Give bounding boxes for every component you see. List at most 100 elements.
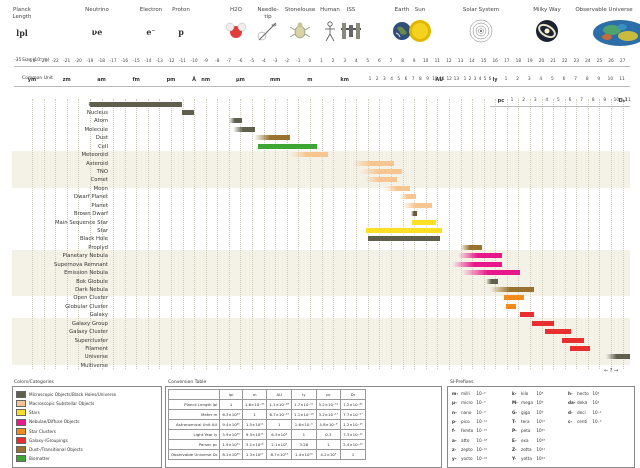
size-axis-min: -35 — [14, 58, 22, 63]
size-tick-label: -16 — [121, 59, 129, 64]
size-tick-label: -5 — [249, 59, 255, 64]
grid-line — [472, 99, 473, 369]
unit-tick-label: 11 — [625, 98, 631, 103]
unit-tick-label: 5 — [557, 98, 560, 103]
size-tick-label: -7 — [226, 59, 232, 64]
legend-label: Nebulae/Diffuse Objects — [29, 419, 80, 425]
si-part: 10⁻³ — [475, 391, 486, 396]
size-tick-label: 3 — [343, 59, 347, 64]
object-label-dwarf-planet: Dwarf Planet — [74, 194, 108, 201]
size-bar — [402, 202, 432, 208]
si-part: da- — [568, 400, 576, 406]
unit-tick-label: 2 — [522, 98, 525, 103]
si-prefix: µ-micro 10⁻⁶ — [452, 400, 486, 405]
grid-line — [437, 99, 439, 369]
conversion-cell: 6.3×10³⁴ — [219, 409, 243, 420]
grid-line — [344, 99, 346, 369]
unit-label: µm — [235, 77, 245, 83]
si-prefix: d-deci 10⁻¹ — [568, 410, 602, 415]
si-part: T- — [512, 418, 516, 424]
si-prefix: Z-zetta 10²¹ — [512, 447, 545, 452]
si-part: centi — [577, 418, 588, 424]
size-bar — [182, 109, 194, 115]
si-prefix: E-exa 10¹⁸ — [512, 438, 545, 443]
size-bar — [532, 320, 554, 326]
size-tick-label: 17 — [504, 59, 510, 64]
conversion-cell: 6.3×10⁴ — [266, 429, 293, 440]
object-label-planetary-nebula: Planetary Nebula — [62, 253, 108, 260]
unit-tick-label: 2 — [468, 77, 472, 82]
conversion-cell: Observable Universe D₀ — [167, 449, 221, 460]
legend-box — [12, 386, 162, 468]
legend-swatch — [16, 409, 26, 417]
size-bar — [504, 295, 524, 301]
size-tick-label: 9 — [412, 59, 416, 64]
conversion-cell: 6.7×10⁻¹² — [266, 409, 293, 420]
conversion-cell: 4.2×10⁹ — [315, 449, 342, 460]
grid-line — [159, 99, 161, 369]
grid-line — [414, 99, 416, 369]
unit-tick-label: 10 — [432, 77, 438, 82]
size-tick-label: -6 — [238, 59, 243, 64]
unit-tick-label: 7 — [580, 98, 583, 103]
grid-line — [205, 99, 207, 369]
si-prefix: a-atto 10⁻¹⁸ — [452, 438, 487, 443]
conversion-cell: 3.1×10¹⁶ — [241, 439, 268, 450]
si-part: milli — [461, 391, 470, 396]
legend-label: Stars — [29, 410, 40, 416]
grid-line — [402, 99, 404, 369]
size-tick-label: -14 — [144, 59, 152, 64]
unit-tick-label: 3 — [527, 77, 531, 82]
si-part: zetta — [521, 446, 532, 452]
conversion-cell: 1.9×10⁵¹ — [219, 439, 243, 450]
conversion-title: Conversion Table — [168, 380, 207, 385]
size-tick-label: 5 — [366, 59, 370, 64]
grid-line — [309, 99, 311, 369]
si-part: 10²¹ — [535, 446, 546, 452]
grid-line — [136, 99, 138, 369]
si-part: p- — [452, 418, 457, 424]
conversion-cell: 1.1×10⁻⁴⁶ — [266, 399, 293, 410]
si-prefix: M-mega 10⁶ — [512, 400, 543, 405]
size-tick-label: 4 — [354, 59, 358, 64]
legend-swatch — [16, 418, 26, 426]
si-prefix: y-yocto 10⁻²⁴ — [452, 456, 487, 461]
size-tick-label: 8 — [401, 59, 404, 64]
si-part: a- — [452, 437, 457, 443]
unit-tick-label: 13 — [453, 77, 460, 82]
grid-line — [425, 99, 427, 369]
size-tick-label: 0 — [308, 59, 312, 64]
grid-line — [240, 99, 242, 369]
size-bar — [366, 227, 442, 233]
unit-tick-label: 9 — [597, 77, 601, 82]
conversion-cell: 1.1×10⁻¹⁶ — [291, 409, 317, 420]
si-prefix: P-peta 10¹⁵ — [512, 428, 545, 433]
milky-way-icon — [535, 19, 559, 43]
conversion-cell: lpl — [219, 389, 243, 400]
size-tick-label: 20 — [538, 59, 545, 64]
grid-line — [495, 99, 497, 369]
unit-label: am — [97, 77, 106, 83]
grid-line — [124, 99, 126, 369]
grid-line — [228, 99, 230, 369]
si-prefix: T-tera 10¹² — [512, 419, 545, 424]
si-prefix: c-centi 10⁻² — [568, 419, 602, 424]
grid-line — [32, 99, 33, 369]
conversion-cell: 8.7×10¹⁴ — [266, 449, 293, 460]
water-molecule-icon — [224, 19, 248, 43]
conversion-cell: 3.2×10⁻¹⁷ — [315, 409, 342, 420]
si-part: zepto — [461, 446, 473, 452]
conversion-cell: 1.7×10⁻⁵¹ — [291, 399, 317, 410]
size-bar — [545, 329, 571, 335]
unit-tick-label: 4 — [539, 77, 543, 82]
unit-tick-label: 1 — [463, 77, 467, 82]
unit-tick-label: 1 — [624, 98, 628, 103]
legend-swatch — [16, 427, 26, 435]
size-bar — [520, 312, 534, 318]
si-part: hecto — [577, 391, 589, 396]
unit-label: Å — [192, 77, 197, 83]
reference-name: tip — [264, 14, 272, 20]
size-axis-label: Size (10ⁿ m) — [22, 58, 50, 63]
size-bar — [452, 261, 502, 267]
reference-name: Stonelouse — [284, 7, 316, 13]
